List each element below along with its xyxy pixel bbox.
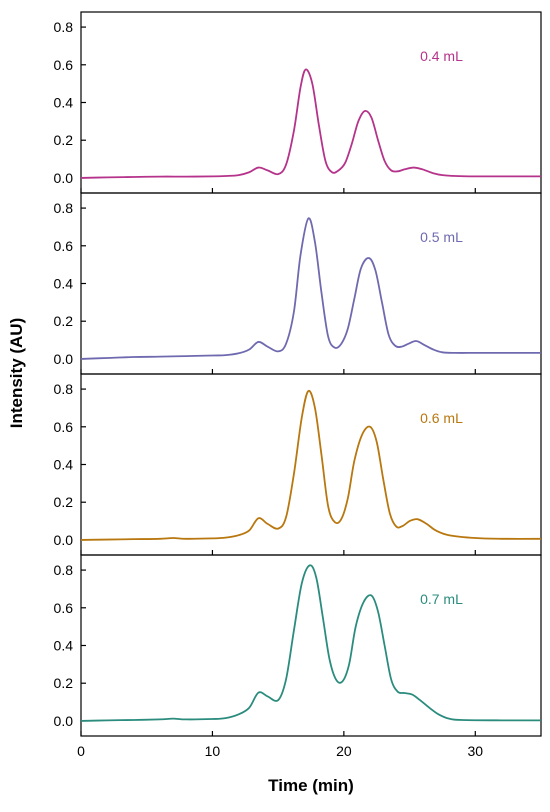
x-tick-label: 20 — [336, 743, 352, 759]
y-tick-label: 0.2 — [54, 494, 74, 510]
x-axis-label: Time (min) — [268, 776, 354, 795]
chart-panel: 0.0 0.2 0.4 0.6 0.8 0.6 mL — [54, 373, 542, 556]
y-tick-label: 0.8 — [54, 200, 74, 216]
y-tick-label: 0.4 — [54, 638, 74, 654]
y-tick-label: 0.4 — [54, 276, 74, 292]
y-tick-label: 0.0 — [54, 351, 74, 367]
x-tick-label: 10 — [205, 743, 221, 759]
y-tick-label: 0.6 — [54, 238, 74, 254]
x-tick-label: 30 — [467, 743, 483, 759]
y-tick-label: 0.0 — [54, 170, 74, 186]
y-tick-label: 0.8 — [54, 19, 74, 35]
y-tick-label: 0.6 — [54, 57, 74, 73]
series-line — [80, 564, 542, 722]
x-tick-label: 0 — [77, 743, 85, 759]
panel-frame — [80, 11, 542, 194]
y-tick-label: 0.6 — [54, 419, 74, 435]
series-label: 0.4 mL — [420, 48, 463, 64]
series-label: 0.6 mL — [420, 410, 463, 426]
chart-panels: 0.0 0.2 0.4 0.6 0.8 0.4 mL 0.0 0.2 0.4 0.6 0.8 0.5 … — [54, 11, 542, 759]
chart-panel: 0.0 0.2 0.4 0.6 0.8 0.5 mL — [54, 192, 542, 375]
series-line — [80, 68, 541, 179]
y-tick-label: 0.8 — [54, 562, 74, 578]
y-tick-label: 0.6 — [54, 600, 74, 616]
series-line — [80, 217, 541, 360]
series-label: 0.5 mL — [420, 229, 463, 245]
y-tick-label: 0.8 — [54, 381, 74, 397]
y-tick-label: 0.0 — [54, 713, 74, 729]
y-tick-label: 0.4 — [54, 95, 74, 111]
chart-panel: 0.0 0.2 0.4 0.6 0.8 0.4 mL — [54, 11, 542, 194]
y-axis-label: Intensity (AU) — [7, 318, 26, 429]
y-tick-label: 0.2 — [54, 675, 74, 691]
panel-frame — [80, 554, 542, 737]
y-tick-label: 0.2 — [54, 313, 74, 329]
panel-frame — [80, 373, 542, 556]
y-tick-label: 0.0 — [54, 532, 74, 548]
chart-panel: 0.0 0.2 0.4 0.6 0.8 0 10 20 30 0.7 mL — [54, 554, 542, 759]
series-line — [80, 389, 542, 541]
series-label: 0.7 mL — [420, 591, 463, 607]
y-tick-label: 0.2 — [54, 132, 74, 148]
y-tick-label: 0.4 — [54, 457, 74, 473]
